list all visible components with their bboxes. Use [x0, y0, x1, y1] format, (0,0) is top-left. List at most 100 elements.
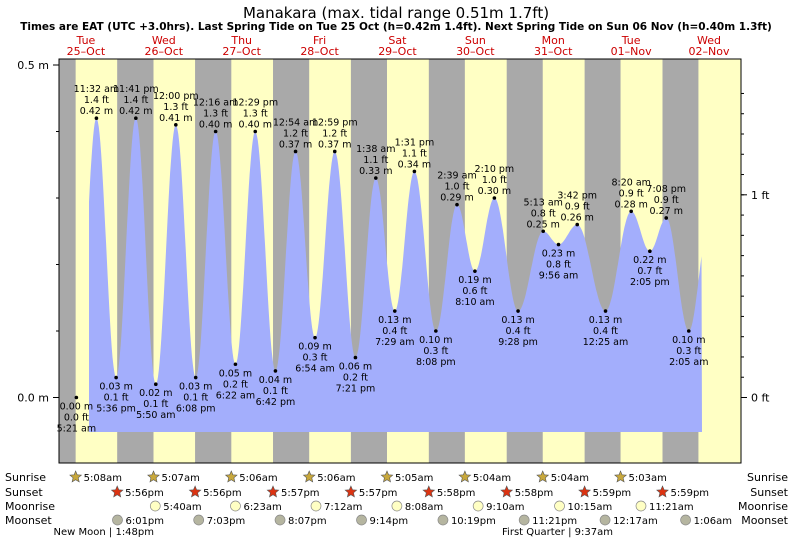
- tide-height-ft: 1.2 ft: [283, 128, 308, 139]
- sunrise-icon: [614, 470, 628, 483]
- day-date: 01–Nov: [611, 45, 652, 58]
- tide-point: [213, 129, 218, 134]
- moonset-icon: [518, 514, 530, 526]
- y-tick-label-right: 0 ft: [751, 392, 770, 405]
- moonrise-icon: [149, 500, 161, 512]
- tide-height-m: 0.22 m: [633, 255, 666, 266]
- tide-height-m: 0.37 m: [279, 139, 312, 150]
- tide-area: [89, 118, 702, 432]
- tide-height-m: 0.09 m: [298, 342, 331, 353]
- sunrise-icon: [458, 470, 472, 483]
- tide-height-ft: 1.0 ft: [482, 175, 507, 186]
- sunrise-time: 5:04am: [551, 473, 589, 484]
- tide-time: 2:39 am: [437, 171, 476, 182]
- tide-height-ft: 0.4 ft: [593, 326, 618, 337]
- tide-time: 6:42 pm: [256, 397, 296, 408]
- tide-time: 8:20 am: [611, 177, 650, 188]
- row-label-left: Moonrise: [5, 500, 55, 513]
- tide-point: [253, 129, 258, 134]
- tide-height-m: 0.25 m: [527, 219, 560, 230]
- tide-time: 2:05 pm: [630, 277, 670, 288]
- tide-point: [74, 395, 79, 400]
- sunset-time: 5:56pm: [203, 488, 242, 499]
- tide-time: 12:29 pm: [232, 98, 278, 109]
- tide-time: 2:05 am: [669, 357, 708, 368]
- tide-time: 6:54 am: [295, 364, 334, 375]
- tide-point: [392, 309, 397, 313]
- tide-height-m: 0.37 m: [318, 139, 351, 150]
- tide-point: [114, 375, 118, 380]
- sunrise-icon: [69, 470, 83, 483]
- sunset-time: 5:56pm: [125, 488, 164, 499]
- tide-height-ft: 0.3 ft: [676, 346, 701, 357]
- tide-height-ft: 0.1 ft: [263, 386, 288, 397]
- chart-subtitle: Times are EAT (UTC +3.0hrs). Last Spring…: [20, 21, 772, 33]
- day-name: Sun: [465, 34, 486, 47]
- tide-height-ft: 1.3 ft: [243, 109, 268, 120]
- tide-height-ft: 1.0 ft: [444, 182, 469, 193]
- tide-point: [575, 222, 580, 227]
- tide-height-m: 0.26 m: [561, 213, 594, 224]
- moonset-time: 1:06am: [694, 516, 732, 527]
- tide-time: 6:08 pm: [176, 404, 216, 415]
- tide-point: [313, 335, 317, 340]
- tide-point: [648, 249, 652, 253]
- tide-point: [492, 196, 497, 200]
- tide-height-m: 0.33 m: [359, 166, 392, 177]
- moonrise-icon: [554, 500, 565, 512]
- sunset-time: 5:57pm: [359, 488, 398, 499]
- day-date: 30–Oct: [456, 45, 495, 58]
- tide-time: 9:28 pm: [498, 337, 538, 348]
- plot-frame: [58, 58, 742, 464]
- tide-time: 3:42 pm: [557, 191, 597, 202]
- tide-point: [686, 329, 691, 333]
- tide-point: [412, 169, 417, 174]
- sunset-icon: [110, 485, 124, 498]
- tide-height-ft: 0.9 ft: [619, 188, 644, 199]
- sunset-icon: [500, 485, 514, 498]
- moonrise-time: 7:12am: [324, 502, 362, 513]
- tide-height-ft: 0.1 ft: [143, 399, 168, 410]
- row-label-left: Sunrise: [5, 471, 46, 484]
- tide-height-m: 0.23 m: [542, 249, 575, 260]
- sunset-time: 5:59pm: [671, 488, 710, 499]
- sunrise-time: 5:04am: [473, 473, 511, 484]
- sunrise-time: 5:06am: [317, 473, 355, 484]
- tide-point: [541, 229, 546, 234]
- day-name: Fri: [313, 34, 326, 47]
- tide-time: 12:59 pm: [312, 117, 358, 128]
- day-band: [698, 59, 741, 463]
- tide-height-m: 0.13 m: [589, 315, 622, 326]
- tide-point: [556, 242, 561, 247]
- sunrise-icon: [147, 470, 160, 483]
- tide-height-m: 0.03 m: [179, 382, 212, 393]
- tide-time: 7:21 pm: [336, 384, 376, 395]
- tide-height-ft: 0.9 ft: [654, 195, 679, 206]
- tide-time: 12:00 pm: [153, 91, 199, 102]
- tide-point: [273, 369, 278, 373]
- tide-height-m: 0.13 m: [501, 315, 534, 326]
- tide-point: [193, 375, 198, 380]
- y-tick-label-left: 0.0 m: [17, 392, 49, 405]
- sunset-icon: [188, 485, 202, 498]
- tide-height-m: 0.42 m: [80, 106, 113, 117]
- tide-time: 5:50 am: [136, 410, 175, 421]
- tide-height-m: 0.05 m: [219, 368, 252, 379]
- tide-height-m: 0.42 m: [119, 106, 152, 117]
- day-date: 31–Oct: [534, 45, 573, 58]
- tide-height-m: 0.29 m: [440, 193, 473, 204]
- sunset-time: 5:58pm: [437, 488, 476, 499]
- sunrise-time: 5:03am: [629, 473, 667, 484]
- moonrise-time: 8:08am: [405, 502, 443, 513]
- tide-time: 12:54 am: [273, 117, 318, 128]
- tide-time: 8:08 pm: [416, 357, 456, 368]
- tide-height-ft: 1.1 ft: [402, 148, 427, 159]
- row-label-right: Moonrise: [738, 500, 788, 513]
- moonset-icon: [112, 514, 123, 526]
- moonset-time: 7:03pm: [207, 516, 246, 527]
- moonrise-time: 6:23am: [243, 502, 281, 513]
- tide-height-ft: 1.2 ft: [322, 128, 347, 139]
- tide-point: [516, 309, 520, 313]
